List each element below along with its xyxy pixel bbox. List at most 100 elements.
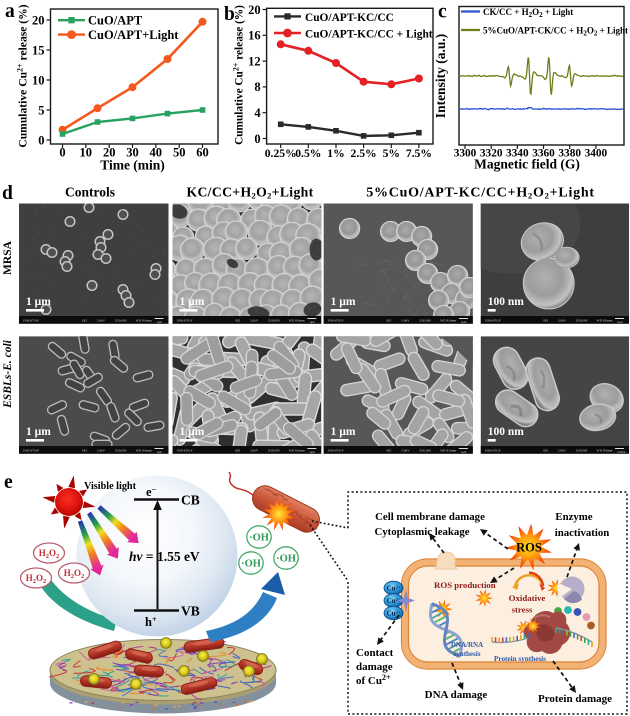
svg-text:h+: h+ [145, 615, 157, 630]
svg-text:c: c [438, 2, 447, 23]
svg-text:hν = 1.55 eV: hν = 1.55 eV [129, 549, 200, 564]
svg-text:100nm: 100nm [617, 450, 626, 454]
svg-text:8: 8 [254, 80, 260, 94]
svg-text:SEI: SEI [235, 448, 241, 452]
svg-text:100 nm: 100 nm [488, 296, 525, 308]
svg-text:WD 8.0mm: WD 8.0mm [136, 318, 152, 322]
svg-text:4: 4 [254, 106, 261, 120]
svg-text:JSM-6701F: JSM-6701F [23, 318, 39, 322]
svg-text:Enzyme: Enzyme [555, 511, 592, 523]
svg-text:30: 30 [126, 146, 139, 160]
svg-text:X30,000: X30,000 [268, 448, 280, 453]
svg-text:X30,000: X30,000 [576, 318, 588, 323]
svg-text:CK/CC + H2O2 + Light: CK/CC + H2O2 + Light [483, 7, 573, 19]
svg-text:inactivation: inactivation [555, 527, 610, 539]
svg-text:a: a [5, 1, 15, 22]
svg-text:X30,000: X30,000 [268, 318, 280, 323]
svg-text:d: d [2, 183, 13, 204]
svg-text:DNA damage: DNA damage [425, 689, 488, 701]
svg-text:VB: VB [181, 604, 200, 619]
svg-text:H2O2: H2O2 [26, 573, 47, 585]
svg-text:JSM-6701F: JSM-6701F [485, 318, 501, 322]
svg-text:Controls: Controls [65, 185, 115, 200]
svg-text:JSM-6701F: JSM-6701F [23, 448, 39, 452]
svg-text:5.0kV: 5.0kV [401, 318, 410, 322]
svg-text:X30,000: X30,000 [115, 448, 127, 453]
svg-text:5%CuO/APT-KC/CC+H2O2+Light: 5%CuO/APT-KC/CC+H2O2+Light [366, 186, 595, 201]
svg-text:X30,000: X30,000 [576, 448, 588, 453]
svg-text:SEI: SEI [543, 448, 549, 452]
svg-text:60: 60 [196, 146, 209, 160]
svg-text:Cu2+: Cu2+ [387, 609, 401, 618]
svg-text:3340: 3340 [506, 148, 529, 160]
svg-text:16: 16 [248, 29, 261, 43]
svg-text:100 nm: 100 nm [488, 426, 525, 438]
svg-text:20: 20 [32, 13, 45, 27]
svg-text:SEI: SEI [82, 318, 88, 322]
svg-text:0.25%: 0.25% [265, 147, 297, 160]
svg-text:1 µm: 1 µm [26, 426, 51, 438]
svg-text:ESBLs-E. coli: ESBLs-E. coli [2, 339, 14, 409]
svg-text:5.0kV: 5.0kV [250, 448, 259, 452]
svg-text:5.0kV: 5.0kV [401, 448, 410, 452]
svg-text:JSM-6701F: JSM-6701F [177, 448, 193, 452]
svg-text:5.0kV: 5.0kV [558, 448, 567, 452]
svg-text:CuO/APT-KC/CC + Light: CuO/APT-KC/CC + Light [305, 28, 433, 40]
svg-text:Protein damage: Protein damage [538, 693, 612, 705]
svg-text:WD 8.0mm: WD 8.0mm [289, 318, 305, 322]
svg-text:1μm: 1μm [461, 450, 467, 454]
svg-text:15: 15 [32, 43, 45, 57]
svg-text:3320: 3320 [480, 148, 503, 160]
svg-text:·OH: ·OH [249, 533, 269, 544]
svg-text:1μm: 1μm [157, 450, 163, 454]
svg-text:Visible light: Visible light [84, 481, 137, 492]
svg-text:H2O2: H2O2 [39, 548, 60, 560]
svg-text:1 µm: 1 µm [26, 296, 51, 308]
svg-text:20: 20 [103, 146, 116, 160]
svg-text:Cumulative Cu2+ release (%): Cumulative Cu2+ release (%) [231, 5, 246, 145]
svg-text:JSM-6701F: JSM-6701F [485, 448, 501, 452]
svg-text:of Cu2+: of Cu2+ [356, 673, 391, 688]
svg-text:1 µm: 1 µm [180, 426, 205, 438]
svg-text:20: 20 [248, 3, 261, 17]
svg-text:SEI: SEI [386, 318, 392, 322]
svg-text:stress: stress [512, 605, 533, 615]
svg-text:Magnetic field (G): Magnetic field (G) [474, 157, 580, 172]
svg-text:·OH: ·OH [241, 559, 261, 570]
svg-text:e−: e− [146, 485, 157, 500]
svg-text:SEI: SEI [386, 448, 392, 452]
svg-text:1%: 1% [327, 147, 344, 160]
svg-text:·OH: ·OH [276, 554, 296, 565]
svg-text:Cumulative Cu2+ release (%): Cumulative Cu2+ release (%) [15, 4, 30, 147]
svg-text:Cytoplasmic leakage: Cytoplasmic leakage [374, 526, 469, 538]
svg-text:5%CuO/APT-CK/CC + H2O2 + Light: 5%CuO/APT-CK/CC + H2O2 + Light [483, 26, 628, 38]
svg-text:Time (min): Time (min) [100, 158, 165, 173]
svg-text:5.0kV: 5.0kV [558, 318, 567, 322]
svg-text:CuO/APT+Light: CuO/APT+Light [88, 28, 179, 42]
svg-text:3360: 3360 [532, 148, 555, 160]
svg-text:3400: 3400 [585, 148, 608, 160]
svg-text:12: 12 [248, 54, 261, 68]
svg-text:2.5%: 2.5% [351, 147, 377, 160]
svg-text:7.5%: 7.5% [406, 147, 432, 160]
svg-text:5%: 5% [383, 147, 400, 160]
svg-text:ROS production: ROS production [434, 580, 496, 590]
svg-text:CuO/APT: CuO/APT [88, 14, 143, 28]
svg-text:synthesis: synthesis [454, 650, 481, 658]
svg-text:X30,000: X30,000 [419, 448, 431, 453]
svg-text:40: 40 [150, 146, 163, 160]
svg-text:JSM-6701F: JSM-6701F [177, 318, 193, 322]
svg-text:KC/CC+H2O2+Light: KC/CC+H2O2+Light [186, 185, 313, 201]
svg-text:CuO/APT-KC/CC: CuO/APT-KC/CC [305, 12, 394, 24]
svg-text:SEI: SEI [543, 318, 549, 322]
svg-text:10: 10 [80, 146, 93, 160]
svg-text:e: e [4, 472, 13, 493]
svg-text:3300: 3300 [454, 148, 477, 160]
svg-text:JSM-6701F: JSM-6701F [328, 448, 344, 452]
svg-text:5.0kV: 5.0kV [97, 448, 106, 452]
svg-text:1μm: 1μm [461, 320, 467, 324]
svg-text:1μm: 1μm [157, 320, 163, 324]
svg-text:Protein synthesis: Protein synthesis [494, 655, 546, 663]
svg-text:Intensity (a.u.): Intensity (a.u.) [433, 34, 448, 118]
svg-text:1μm: 1μm [309, 450, 315, 454]
